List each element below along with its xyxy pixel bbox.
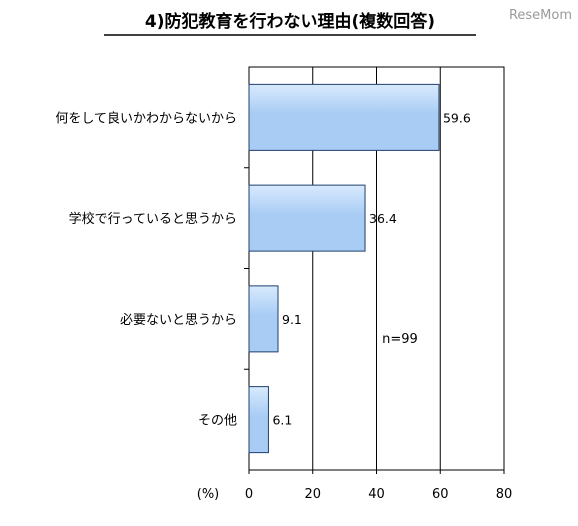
x-tick-label: 80 [496, 487, 513, 502]
value-labels: 59.6 36.4 9.1 6.1 [272, 110, 470, 427]
data-label: 59.6 [443, 110, 471, 125]
category-label: 何をして良いかわからないから [55, 110, 237, 126]
x-tick-label: 20 [304, 487, 321, 502]
x-axis-ticks: 0 20 40 60 80 [244, 167, 513, 502]
data-label: 36.4 [369, 211, 397, 226]
bar [248, 386, 269, 454]
watermark-logo: ReseMom [509, 8, 572, 23]
bar [248, 184, 366, 252]
chart-title: 4)防犯教育を行わない理由(複数回答) [145, 11, 435, 32]
x-tick-label: 40 [368, 487, 385, 502]
bar [248, 285, 279, 353]
sample-size-note: n=99 [382, 332, 418, 347]
bar [248, 83, 440, 151]
category-label: その他 [198, 414, 237, 429]
data-label: 9.1 [282, 312, 302, 327]
x-tick-label: 60 [432, 487, 449, 502]
x-tick-label: 0 [245, 487, 253, 502]
category-label: 学校で行っていると思うから [69, 211, 237, 227]
bars [248, 83, 440, 454]
data-label: 6.1 [272, 413, 292, 428]
category-label: 必要ないと思うから [120, 313, 237, 328]
x-axis-unit: (%) [197, 487, 220, 502]
